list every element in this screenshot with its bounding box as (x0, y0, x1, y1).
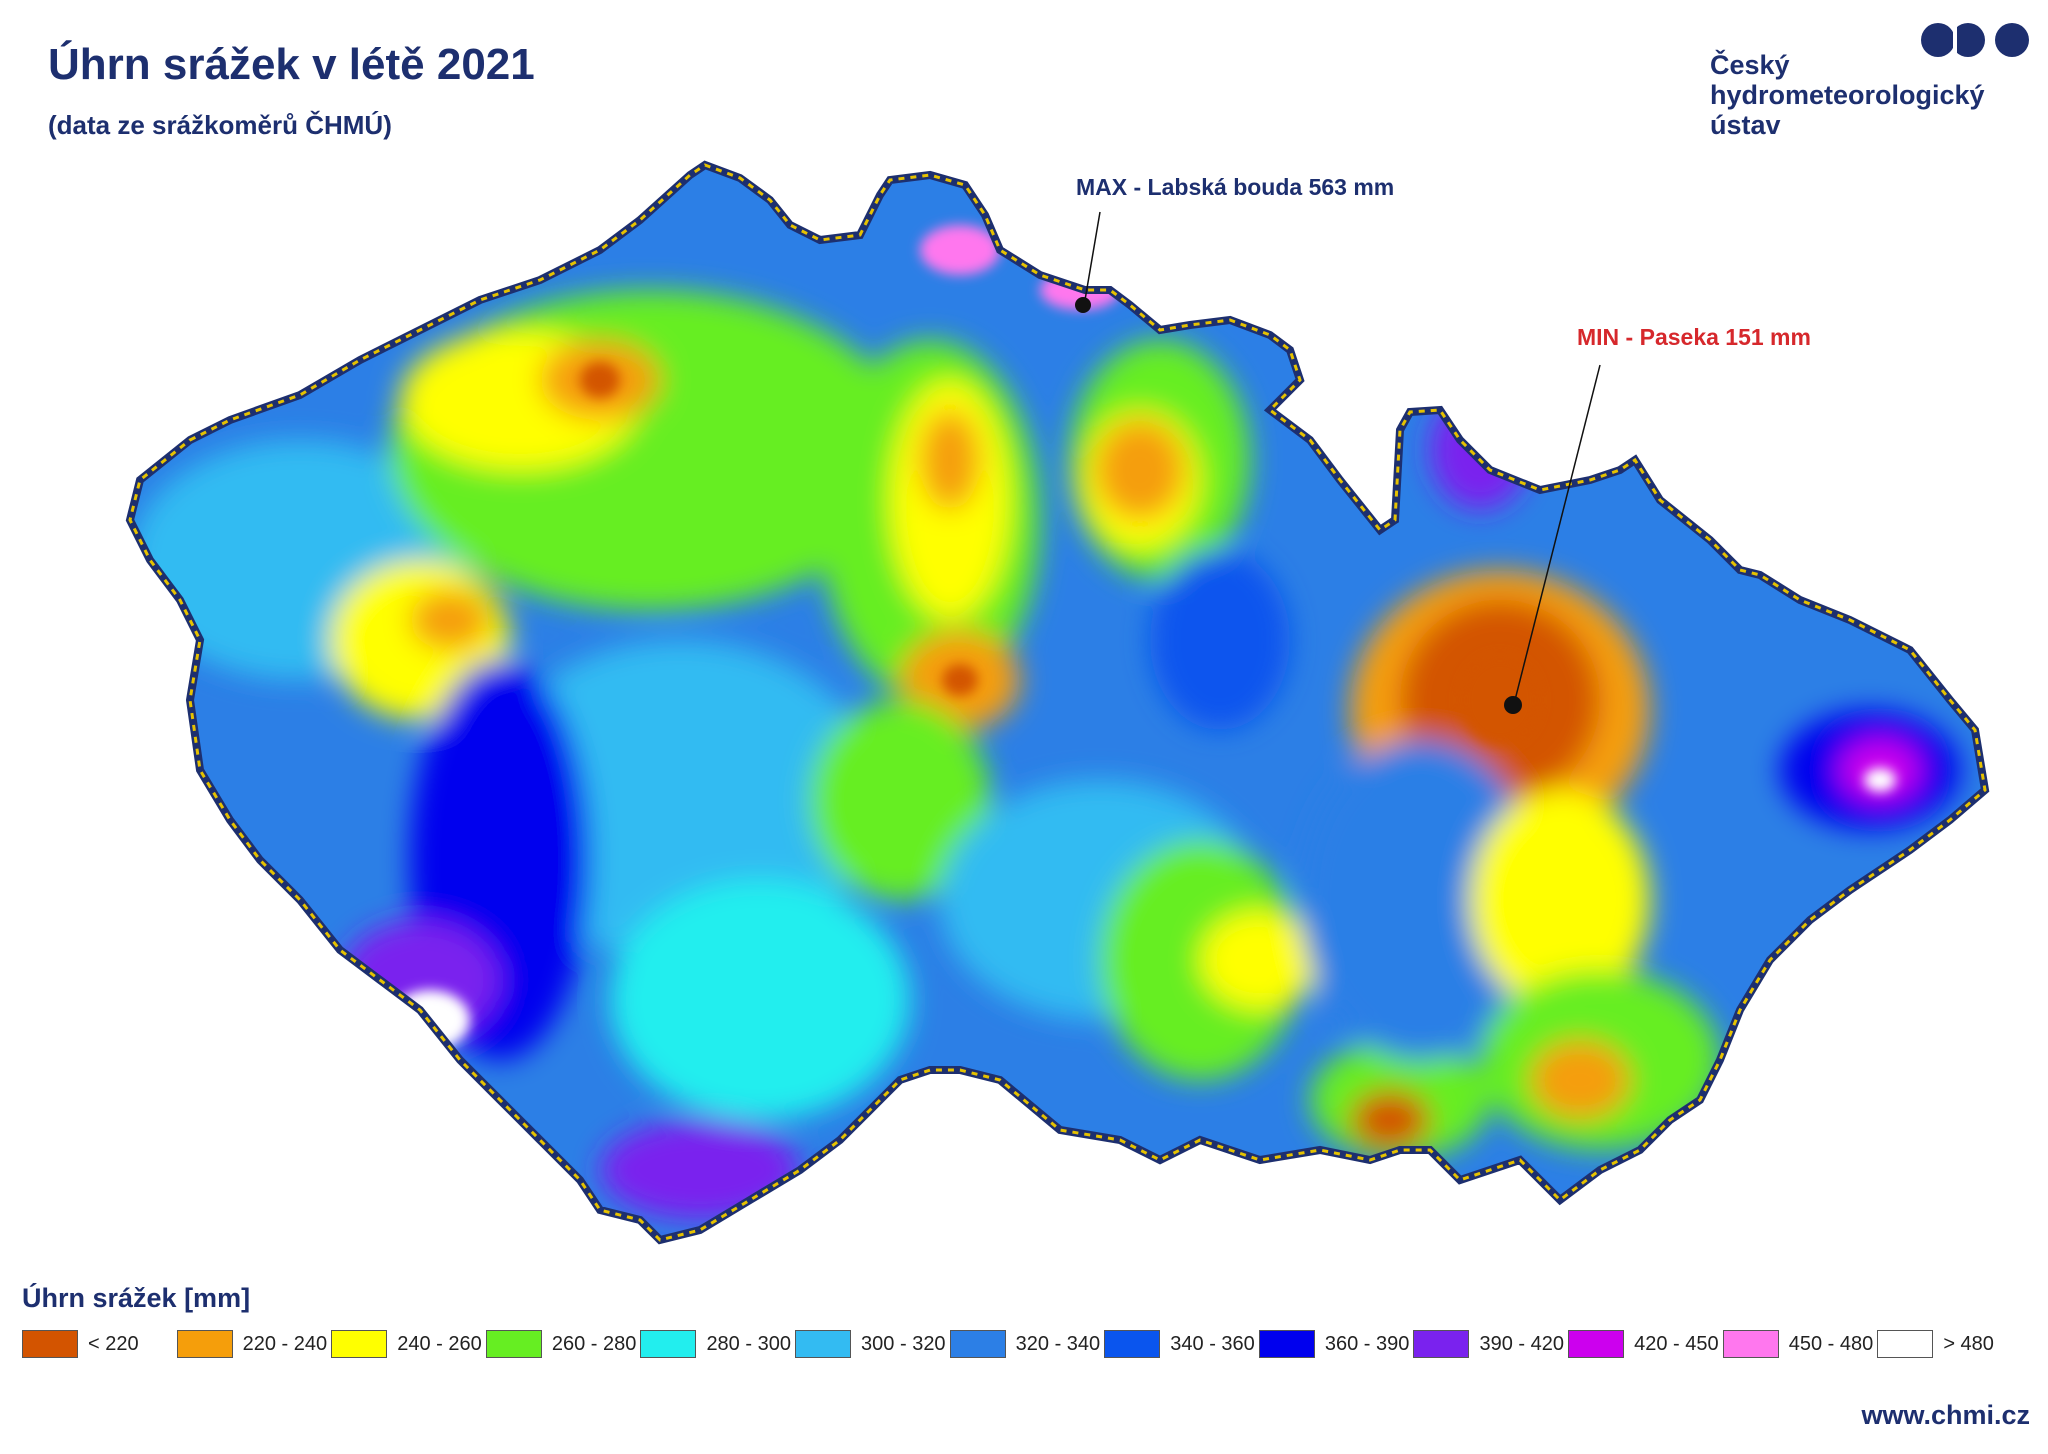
max-pointer-line (1084, 211, 1101, 301)
legend-label: 220 - 240 (242, 1332, 328, 1355)
legend-swatch (949, 1330, 1006, 1358)
legend-item: 340 - 360 (1104, 1328, 1259, 1360)
legend-item: 420 - 450 (1568, 1328, 1723, 1360)
legend-label: 340 - 360 (1170, 1332, 1255, 1355)
legend-item: 450 - 480 (1722, 1328, 1878, 1360)
legend-swatch (795, 1330, 852, 1358)
legend-label: 450 - 480 (1788, 1332, 1874, 1355)
logo-line-2: hydrometeorologický (1710, 80, 1985, 110)
legend-label: 240 - 260 (397, 1332, 482, 1355)
legend-swatch (1877, 1330, 1934, 1358)
legend-swatch (1568, 1330, 1625, 1358)
legend-item: 260 - 280 (485, 1328, 641, 1360)
legend-label: > 480 (1943, 1332, 1994, 1355)
max-annotation: MAX - Labská bouda 563 mm (1076, 174, 1395, 200)
legend-item: 320 - 340 (949, 1328, 1105, 1360)
min-pointer-line (1514, 364, 1601, 701)
footer-url[interactable]: www.chmi.cz (1861, 1400, 2030, 1430)
rainfall-field (130, 165, 1985, 1240)
legend-swatch (640, 1330, 697, 1358)
legend-label: 300 - 320 (861, 1332, 946, 1355)
legend-label: 320 - 340 (1015, 1332, 1101, 1355)
logo-line-3: ústav (1710, 110, 1781, 140)
legend-swatch (1413, 1330, 1470, 1358)
min-marker (1504, 696, 1522, 714)
map-title: Úhrn srážek v létě 2021 (48, 40, 535, 89)
max-marker (1075, 297, 1091, 313)
legend-item: < 220 (22, 1328, 177, 1360)
legend-label: 390 - 420 (1479, 1332, 1564, 1355)
legend-item: > 480 (1877, 1328, 2032, 1360)
legend-item: 300 - 320 (795, 1328, 950, 1360)
chmi-logo: Český hydrometeorologický ústav (1710, 20, 2040, 150)
legend-swatch (176, 1330, 233, 1358)
legend-swatch (1258, 1330, 1315, 1358)
legend-label: 420 - 450 (1634, 1332, 1719, 1355)
map-subtitle: (data ze srážkoměrů ČHMÚ) (48, 110, 392, 140)
min-annotation: MIN - Paseka 151 mm (1577, 324, 1811, 350)
logo-line-1: Český (1710, 50, 1790, 80)
legend-swatch (1104, 1330, 1161, 1358)
legend-item: 390 - 420 (1413, 1328, 1568, 1360)
legend-item: 360 - 390 (1258, 1328, 1414, 1360)
legend: < 220 220 - 240 240 - 260 260 - 280 280 - 30… (22, 1328, 2032, 1360)
legend-swatch (485, 1330, 542, 1358)
legend-swatch (1722, 1330, 1779, 1358)
legend-label: 360 - 390 (1324, 1332, 1410, 1355)
legend-title: Úhrn srážek [mm] (22, 1283, 251, 1313)
legend-item: 220 - 240 (176, 1328, 332, 1360)
legend-label: < 220 (88, 1332, 139, 1355)
legend-swatch (22, 1330, 78, 1358)
legend-item: 240 - 260 (331, 1328, 486, 1360)
legend-label: 280 - 300 (706, 1332, 791, 1355)
legend-label: 260 - 280 (551, 1332, 637, 1355)
chmi-logo-icon (1921, 22, 2029, 58)
legend-item: 280 - 300 (640, 1328, 795, 1360)
chmi-logo-text: Český hydrometeorologický ústav (1710, 50, 1985, 140)
legend-swatch (331, 1330, 388, 1358)
